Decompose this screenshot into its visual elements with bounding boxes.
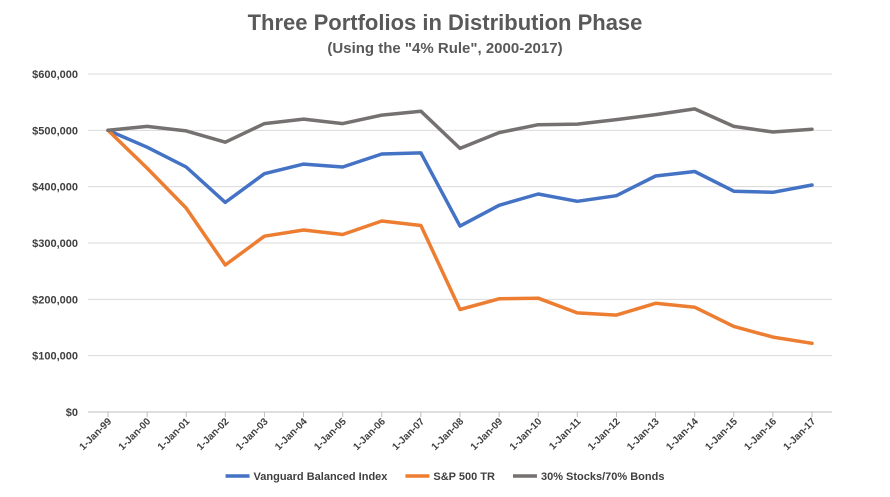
x-tick-label: 1-Jan-05 (312, 416, 349, 453)
x-tick-label: 1-Jan-03 (234, 416, 271, 453)
x-tick-label: 1-Jan-08 (430, 416, 467, 453)
x-tick-label: 1-Jan-11 (547, 416, 583, 452)
legend-item: S&P 500 TR (405, 471, 495, 483)
series-line (106, 128, 814, 228)
y-tick-label: $0 (66, 407, 78, 419)
x-tick-label: 1-Jan-16 (743, 416, 780, 453)
x-tick-label: 1-Jan-99 (78, 416, 115, 453)
x-tick-label: 1-Jan-01 (156, 416, 193, 453)
chart-title: Three Portfolios in Distribution Phase (247, 10, 643, 35)
legend-label: S&P 500 TR (433, 471, 495, 483)
x-tick-label: 1-Jan-17 (782, 416, 819, 453)
series-line (106, 107, 814, 151)
y-tick-label: $500,000 (32, 125, 78, 137)
legend: Vanguard Balanced Index S&P 500 TR 30% Sto… (225, 471, 665, 483)
y-tick-label: $100,000 (32, 351, 78, 363)
x-tick-label: 1-Jan-12 (586, 416, 623, 453)
x-tick-label: 1-Jan-13 (625, 416, 662, 453)
series-line (106, 128, 814, 346)
legend-item: Vanguard Balanced Index (225, 471, 389, 483)
chart-subtitle: (Using the "4% Rule", 2000-2017) (327, 40, 563, 57)
x-tick-label: 1-Jan-04 (273, 416, 310, 453)
x-tick-label: 1-Jan-00 (117, 416, 154, 453)
x-tick-label: 1-Jan-09 (469, 416, 506, 453)
x-tick-label: 1-Jan-14 (664, 416, 701, 453)
legend-item: 30% Stocks/70% Bonds (512, 471, 665, 483)
x-tick-label: 1-Jan-02 (195, 416, 232, 453)
x-tick-label: 1-Jan-15 (703, 416, 740, 453)
y-tick-label: $300,000 (32, 238, 78, 250)
y-tick-label: $200,000 (32, 294, 78, 306)
y-tick-label: $600,000 (32, 69, 78, 81)
legend-label: Vanguard Balanced Index (254, 471, 389, 483)
x-tick-label: 1-Jan-10 (508, 416, 545, 453)
x-tick-label: 1-Jan-07 (391, 416, 428, 453)
x-tick-label: 1-Jan-06 (351, 416, 388, 453)
y-tick-label: $400,000 (32, 182, 78, 194)
legend-label: 30% Stocks/70% Bonds (541, 471, 665, 483)
